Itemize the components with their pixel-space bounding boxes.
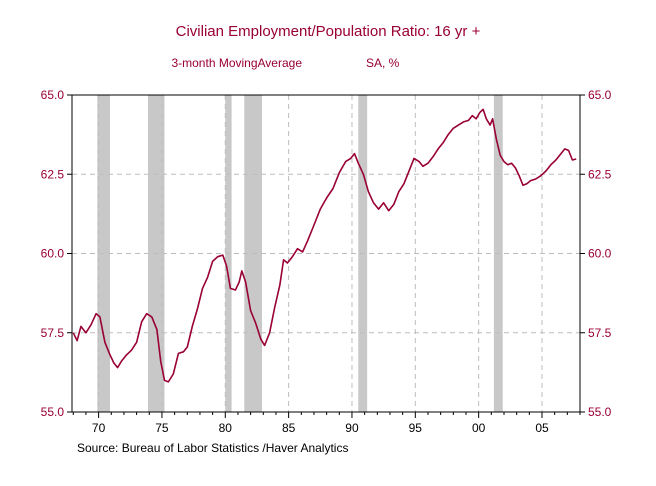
y-tick-label-right: 57.5 xyxy=(588,326,612,340)
y-tick-label-right: 60.0 xyxy=(588,247,612,261)
x-tick-label: 80 xyxy=(219,421,233,435)
x-tick-label: 70 xyxy=(92,421,106,435)
y-axis-right: 55.0 57.5 60.0 62.5 65.0 xyxy=(580,88,612,419)
y-tick-label-left: 62.5 xyxy=(41,167,65,181)
y-tick-label-left: 60.0 xyxy=(41,247,65,261)
x-tick-label: 00 xyxy=(472,421,486,435)
y-tick-label-right: 65.0 xyxy=(588,88,612,102)
y-tick-label-left: 57.5 xyxy=(41,326,65,340)
y-tick-label-left: 65.0 xyxy=(41,88,65,102)
x-tick-label: 05 xyxy=(535,421,549,435)
series-line xyxy=(72,108,577,383)
y-tick-label-right: 55.0 xyxy=(588,405,612,419)
chart-units: SA, % xyxy=(366,56,400,70)
x-tick-label: 85 xyxy=(282,421,296,435)
y-tick-label-right: 62.5 xyxy=(588,167,612,181)
x-tick-label: 90 xyxy=(345,421,359,435)
series-layer xyxy=(72,108,577,383)
x-tick-label: 95 xyxy=(409,421,423,435)
y-tick-label-left: 55.0 xyxy=(41,405,65,419)
x-tick-label: 75 xyxy=(155,421,169,435)
chart-title: Civilian Employment/Population Ratio: 16… xyxy=(176,23,481,40)
source-note: Source: Bureau of Labor Statistics /Have… xyxy=(77,441,348,455)
y-axis-left: 55.0 57.5 60.0 62.5 65.0 xyxy=(41,88,72,419)
x-axis: 70 75 80 85 90 95 00 05 xyxy=(72,412,581,435)
chart-subtitle: 3-month MovingAverage xyxy=(171,56,302,70)
